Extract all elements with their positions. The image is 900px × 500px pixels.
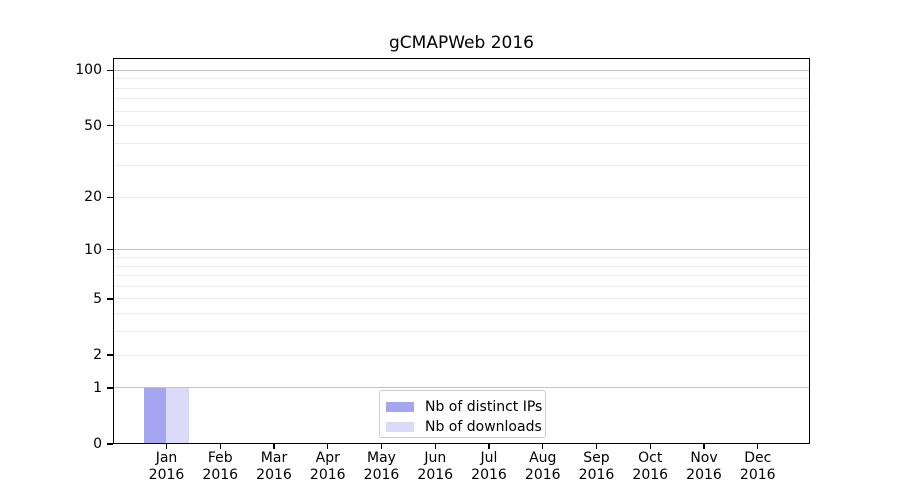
x-tick-label: Feb 2016	[180, 450, 260, 483]
x-tick-label: Jul 2016	[449, 450, 529, 483]
x-tick-label-month: Jun	[424, 450, 447, 466]
x-tick-label-year: 2016	[256, 466, 292, 483]
chart-title: gCMAPWeb 2016	[389, 33, 534, 53]
x-tick-label: Aug 2016	[503, 450, 583, 483]
x-tick-mark	[273, 444, 275, 449]
x-tick-label: Oct 2016	[610, 450, 690, 483]
legend-entry-distinct-ips: Nb of distinct IPs	[386, 397, 542, 417]
x-tick-label-month: Feb	[207, 450, 233, 466]
x-tick-label-year: 2016	[148, 466, 185, 483]
minor-gridline	[113, 196, 810, 198]
x-tick-mark	[165, 444, 168, 449]
legend-label-distinct-ips: Nb of distinct IPs	[425, 398, 543, 415]
x-tick-mark	[703, 444, 705, 449]
plot-border	[113, 58, 810, 444]
y-tick-mark	[107, 249, 113, 251]
x-tick-label: Jun 2016	[395, 450, 475, 483]
bar-nb-of-distinct-ips	[143, 387, 166, 444]
x-tick-label-year: 2016	[739, 466, 776, 483]
major-gridline	[113, 69, 810, 71]
x-tick-mark	[649, 444, 651, 449]
x-tick-label-month: Jan	[155, 450, 178, 466]
x-tick-label-month: Jul	[480, 450, 498, 466]
minor-gridline	[113, 265, 810, 267]
x-tick-mark	[434, 444, 436, 449]
x-tick-label-month: Oct	[638, 450, 663, 466]
major-gridline	[113, 249, 810, 251]
minor-gridline	[113, 298, 810, 300]
x-tick-mark	[595, 444, 598, 449]
x-tick-label-month: Nov	[690, 450, 718, 466]
x-tick-label: May 2016	[342, 450, 422, 483]
x-tick-label-year: 2016	[417, 466, 454, 483]
legend: Nb of distinct IPs Nb of downloads	[379, 390, 546, 438]
y-tick-label: 50	[84, 117, 102, 134]
major-gridline	[113, 387, 810, 389]
y-tick-label: 5	[93, 290, 102, 307]
legend-label-downloads: Nb of downloads	[425, 418, 542, 435]
x-tick-label-month: Mar	[260, 450, 288, 466]
y-tick-mark	[107, 69, 113, 71]
x-tick-label: Jan 2016	[127, 450, 207, 483]
x-tick-label-year: 2016	[471, 466, 507, 483]
y-tick-mark	[107, 443, 113, 445]
minor-gridline	[113, 354, 810, 356]
x-tick-label-month: Dec	[744, 450, 772, 466]
minor-gridline	[113, 275, 810, 277]
x-tick-label-year: 2016	[686, 466, 722, 483]
y-tick-mark	[107, 196, 113, 199]
x-tick-label-year: 2016	[363, 466, 400, 483]
x-tick-label: Nov 2016	[664, 450, 744, 483]
minor-gridline	[113, 257, 810, 258]
x-tick-mark	[327, 444, 329, 449]
x-tick-label-year: 2016	[578, 466, 615, 483]
x-tick-mark	[380, 444, 383, 449]
legend-swatch-downloads	[386, 422, 414, 432]
x-tick-mark	[542, 444, 544, 449]
minor-gridline	[113, 313, 810, 315]
minor-gridline	[113, 87, 810, 89]
x-tick-label-month: Aug	[529, 450, 557, 466]
x-tick-label-year: 2016	[632, 466, 669, 483]
minor-gridline	[113, 125, 810, 127]
x-tick-label-month: Apr	[315, 450, 340, 466]
x-tick-mark	[219, 444, 221, 449]
x-tick-label: Apr 2016	[288, 450, 368, 483]
x-tick-label: Mar 2016	[234, 450, 314, 483]
minor-gridline	[113, 165, 810, 167]
minor-gridline	[113, 110, 810, 112]
x-tick-label-month: May	[367, 450, 396, 466]
x-tick-label-year: 2016	[202, 466, 239, 483]
y-tick-mark	[107, 298, 113, 300]
legend-entry-downloads: Nb of downloads	[386, 417, 542, 437]
minor-gridline	[113, 142, 810, 144]
minor-gridline	[113, 78, 810, 80]
x-tick-mark	[757, 444, 759, 449]
y-tick-mark	[107, 354, 113, 356]
x-tick-label-month: Sep	[583, 450, 610, 466]
y-tick-label: 2	[93, 347, 102, 364]
y-tick-label: 100	[75, 62, 102, 79]
bar-nb-of-downloads	[166, 387, 189, 444]
x-tick-label: Dec 2016	[718, 450, 798, 483]
x-tick-mark	[488, 444, 490, 449]
minor-gridline	[113, 331, 810, 333]
legend-swatch-distinct-ips	[386, 402, 414, 412]
y-tick-label: 0	[93, 436, 102, 452]
x-tick-label-year: 2016	[524, 466, 561, 483]
y-tick-mark	[107, 387, 113, 389]
x-tick-label: Sep 2016	[557, 450, 637, 483]
x-tick-label-year: 2016	[309, 466, 346, 483]
y-tick-mark	[107, 124, 113, 127]
minor-gridline	[113, 285, 810, 287]
y-tick-label: 20	[84, 189, 102, 206]
minor-gridline	[113, 98, 810, 100]
y-tick-label: 10	[84, 241, 102, 258]
y-tick-label: 1	[93, 379, 102, 396]
